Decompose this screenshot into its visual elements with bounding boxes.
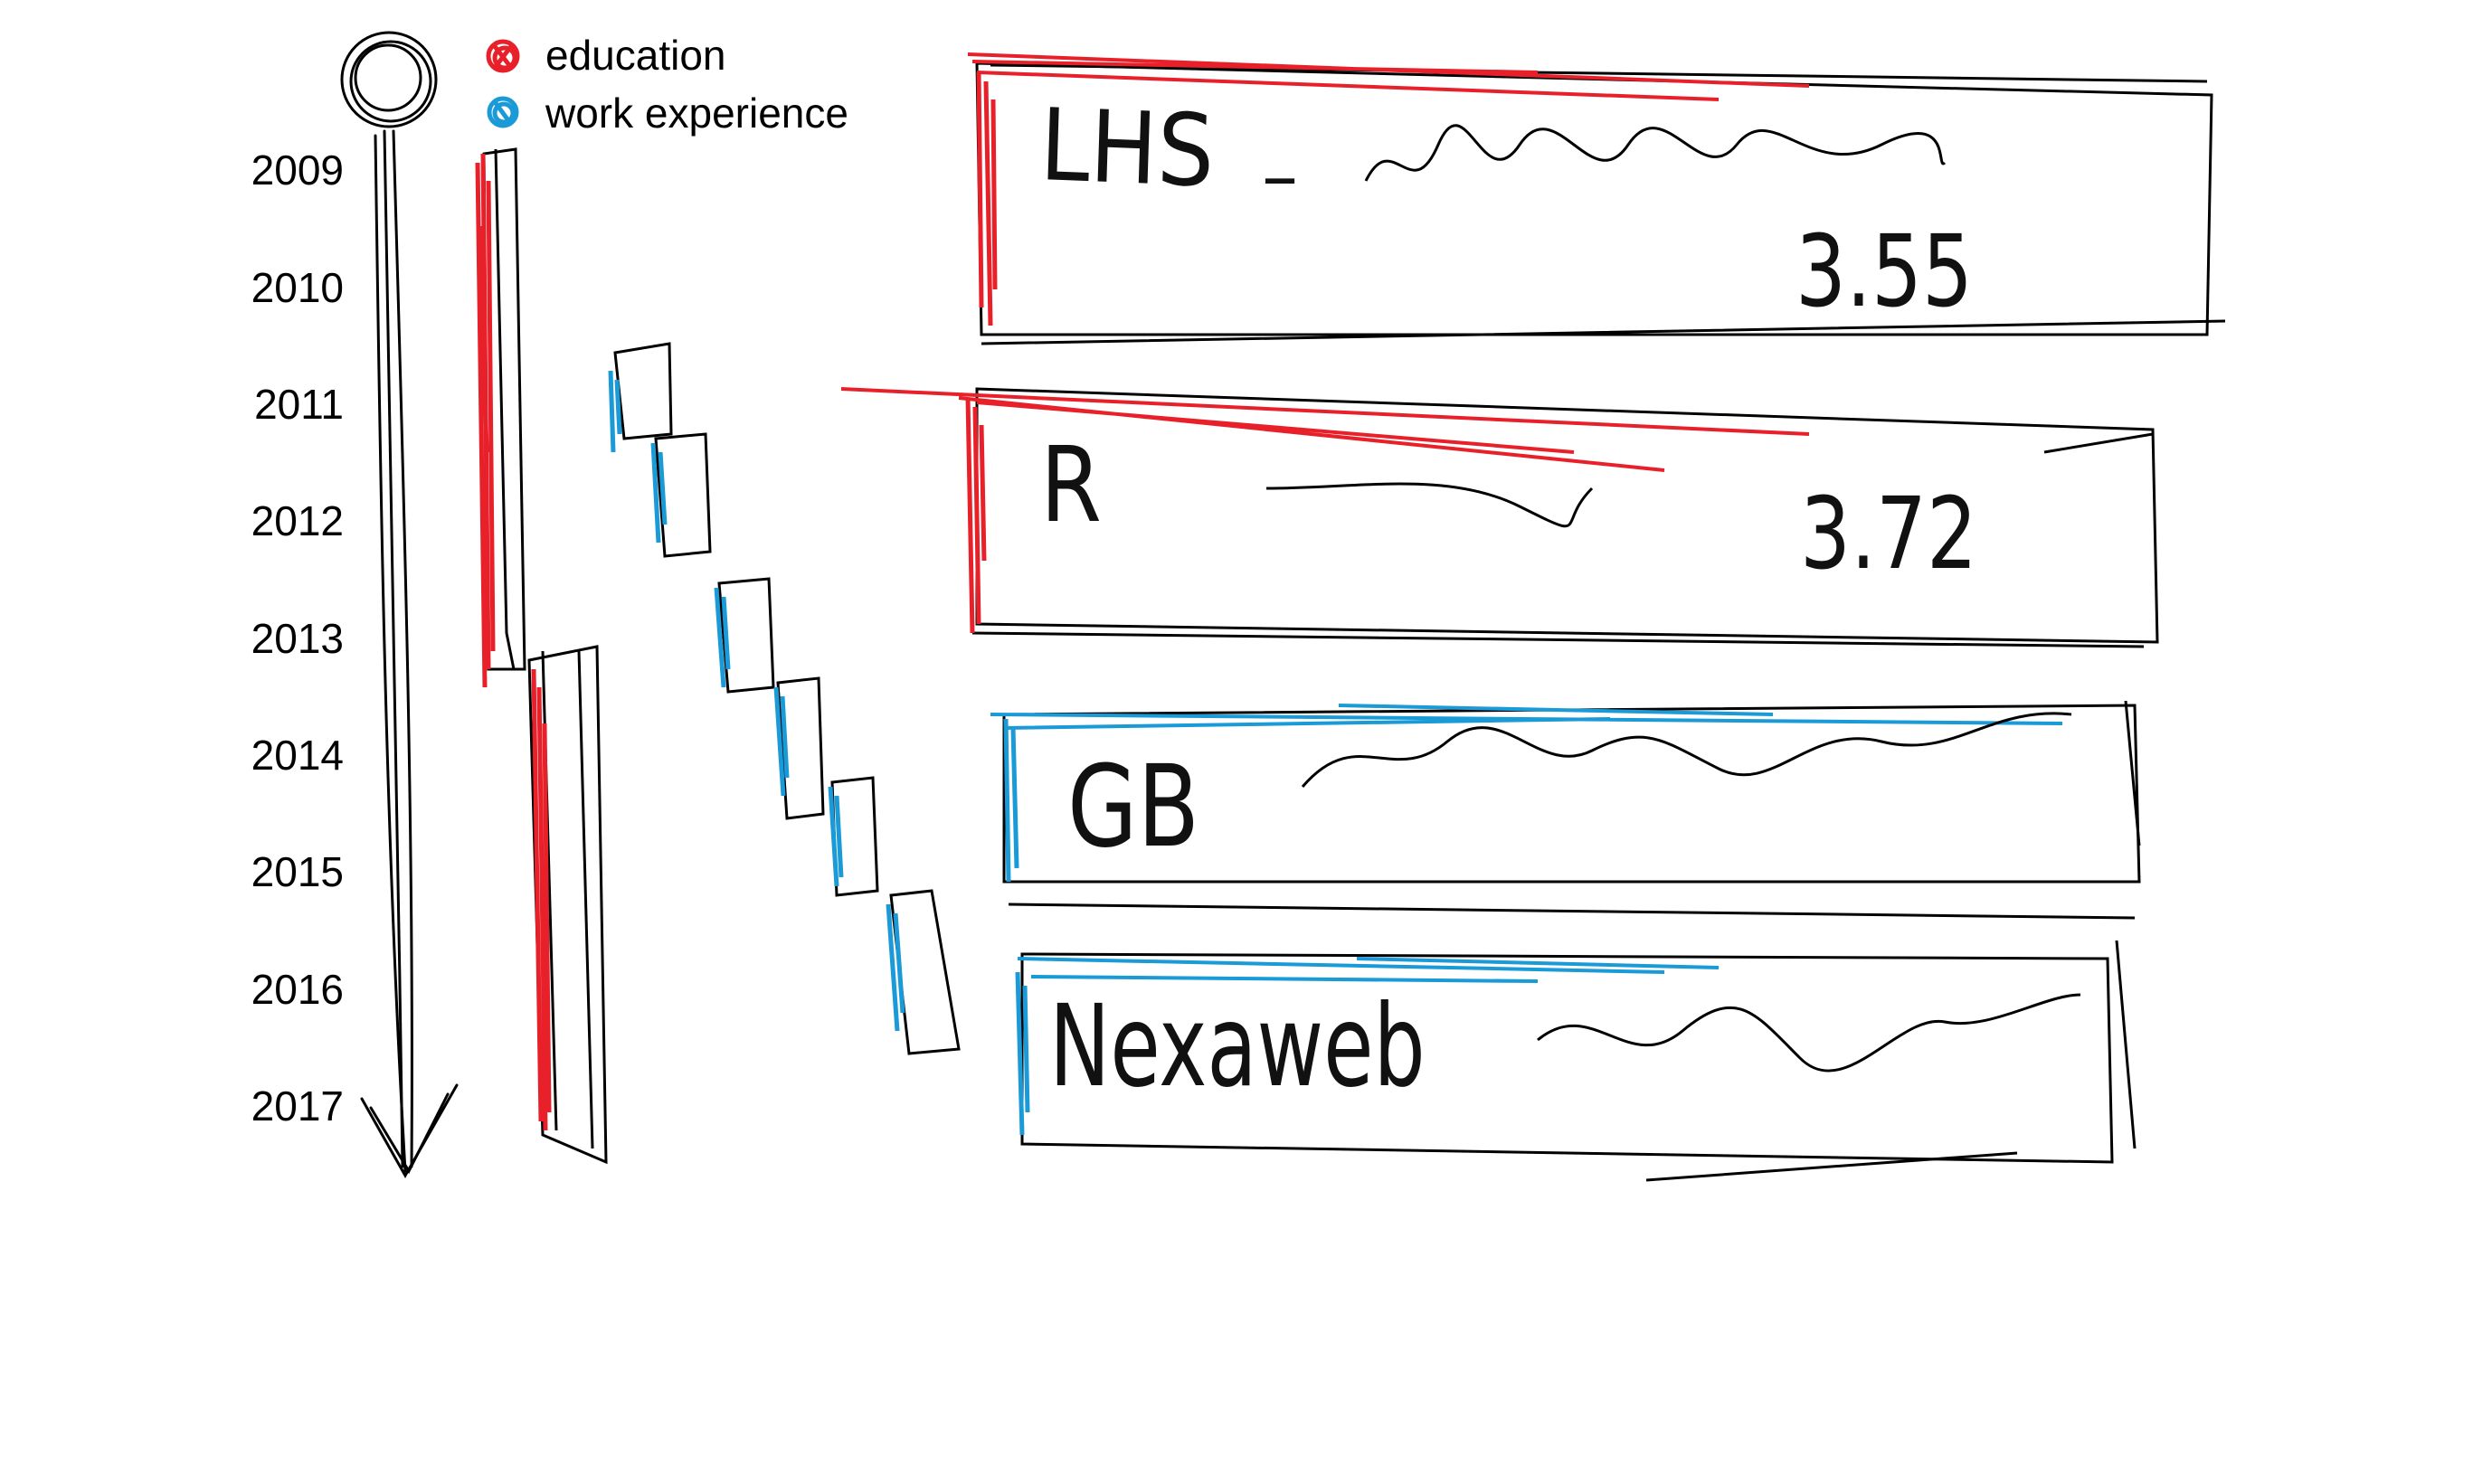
entry-score: 3.72: [1800, 476, 1977, 591]
entry-box-4: [1015, 940, 2137, 1182]
work-stairs-ink: [608, 370, 905, 1032]
entry-name: R: [1040, 425, 1102, 546]
entry-dash: –: [1262, 134, 1298, 218]
year-label: 2013: [251, 615, 344, 662]
year-label: 2012: [251, 497, 344, 544]
entry-score: 3.55: [1796, 213, 1973, 329]
year-label: 2017: [251, 1082, 344, 1130]
year-label: 2011: [254, 381, 344, 428]
entry-box-3: [990, 700, 2141, 920]
entry-name: Nexaweb: [1049, 981, 1426, 1112]
legend-work-label: work experience: [545, 90, 848, 137]
year-label: 2009: [251, 147, 344, 194]
education-bar-2: [527, 645, 608, 1165]
scribble-lines: [1265, 124, 2081, 1073]
entry-name: GB: [1067, 742, 1200, 873]
education-bar-1: [475, 147, 526, 688]
legend-education-marker: [486, 39, 520, 73]
work-stairs: [613, 342, 961, 1055]
entry-name: LHS: [1038, 87, 1217, 210]
timeline-arrow: [340, 31, 459, 1179]
year-label: 2010: [251, 264, 344, 311]
legend-education-label: education: [545, 32, 726, 79]
year-label: 2016: [251, 966, 344, 1013]
year-label: 2014: [251, 732, 344, 779]
year-label: 2015: [251, 848, 344, 895]
entry-box-1: [967, 52, 2226, 345]
legend-work-marker: [487, 96, 519, 128]
entry-box-2: [840, 387, 2159, 648]
